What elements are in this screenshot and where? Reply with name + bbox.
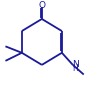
Text: N: N — [72, 60, 79, 69]
Text: O: O — [38, 1, 45, 10]
Text: H: H — [72, 64, 78, 73]
